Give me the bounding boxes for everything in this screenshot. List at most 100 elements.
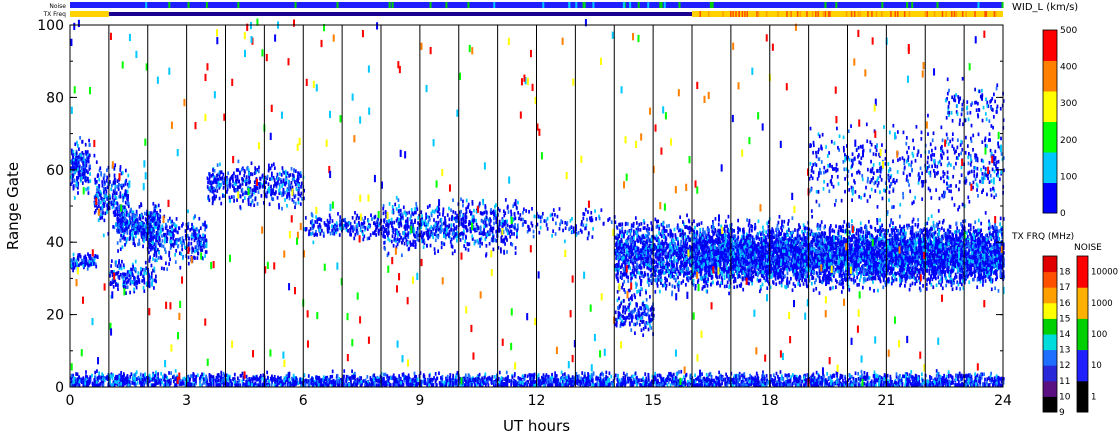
- echo-point: [136, 213, 138, 217]
- echo-point: [432, 227, 435, 231]
- echo-point: [624, 305, 627, 310]
- echo-point: [144, 268, 147, 273]
- echo-point: [387, 226, 390, 231]
- echo-point: [498, 229, 500, 233]
- echo-point: [327, 224, 330, 229]
- tx-freq-mark: [857, 11, 859, 17]
- echo-point: [95, 179, 98, 184]
- echo-point: [89, 164, 92, 169]
- echo-point: [411, 225, 414, 230]
- echo-point: [467, 248, 470, 252]
- echo-point: [145, 281, 148, 286]
- echo-point: [164, 232, 167, 237]
- echo-point: [160, 242, 163, 247]
- echo-point: [143, 280, 146, 285]
- echo-point: [98, 204, 100, 209]
- echo-point: [406, 223, 409, 227]
- echo-point: [77, 167, 79, 171]
- echo-point: [297, 200, 300, 205]
- echo-point: [415, 205, 418, 210]
- echo-point: [447, 232, 449, 237]
- echo-point: [135, 217, 138, 222]
- echo-point: [84, 150, 87, 154]
- echo-point: [178, 226, 181, 230]
- echo-point: [125, 291, 127, 295]
- echo-point: [640, 287, 643, 291]
- echo-point: [247, 197, 250, 202]
- echo-point: [127, 213, 129, 217]
- echo-point: [673, 285, 676, 289]
- echo-point: [614, 267, 617, 272]
- echo-point: [636, 290, 638, 294]
- echo-point: [614, 317, 617, 322]
- echo-point: [71, 158, 74, 163]
- echo-point: [414, 234, 417, 239]
- echo-point: [489, 217, 491, 221]
- echo-point: [679, 265, 681, 269]
- echo-point: [221, 179, 224, 184]
- echo-point: [270, 196, 273, 201]
- echo-point: [74, 165, 77, 169]
- echo-point: [155, 247, 158, 252]
- noise-strip-mark: [659, 2, 662, 8]
- echo-point: [618, 257, 620, 262]
- echo-point: [464, 234, 467, 239]
- echo-point: [614, 264, 617, 268]
- echo-point: [187, 255, 190, 260]
- echo-point: [675, 258, 678, 263]
- echo-point: [324, 223, 327, 227]
- echo-point: [645, 256, 648, 260]
- echo-point: [425, 230, 428, 235]
- noise-strip-mark: [205, 2, 208, 8]
- echo-point: [123, 216, 126, 221]
- echo-point: [522, 207, 525, 212]
- echo-point: [119, 165, 122, 169]
- echo-point: [129, 231, 131, 236]
- echo-point: [617, 305, 619, 310]
- echo-point: [152, 227, 155, 232]
- echo-point: [420, 210, 423, 214]
- echo-point: [274, 181, 276, 186]
- echo-point: [140, 266, 142, 271]
- echo-point: [642, 219, 645, 223]
- echo-point: [673, 276, 675, 280]
- echo-point: [524, 220, 527, 224]
- echo-point: [145, 220, 148, 225]
- echo-point: [622, 268, 625, 273]
- echo-point: [620, 239, 623, 244]
- echo-point: [640, 253, 643, 258]
- noise-strip-mark: [445, 2, 448, 8]
- echo-point: [629, 247, 632, 252]
- echo-point: [255, 170, 257, 174]
- echo-point: [546, 216, 549, 221]
- echo-point: [194, 214, 196, 218]
- echo-point: [661, 270, 664, 274]
- echo-point: [94, 254, 97, 258]
- echo-point: [650, 237, 653, 242]
- echo-point: [467, 205, 470, 209]
- echo-point: [84, 142, 87, 147]
- echo-point: [205, 238, 208, 243]
- echo-point: [675, 237, 678, 241]
- echo-point: [475, 227, 478, 232]
- echo-point: [142, 237, 144, 242]
- echo-point: [94, 203, 96, 208]
- echo-point: [168, 216, 171, 221]
- echo-point: [440, 245, 443, 250]
- echo-point: [194, 245, 197, 250]
- echo-point: [657, 262, 660, 267]
- echo-point: [111, 193, 114, 197]
- echo-point: [358, 220, 360, 225]
- echo-point: [102, 204, 105, 208]
- echo-point: [157, 256, 160, 260]
- echo-point: [95, 195, 98, 200]
- echo-point: [180, 243, 183, 247]
- echo-point: [632, 261, 634, 265]
- echo-point: [230, 175, 233, 179]
- echo-point: [667, 262, 670, 267]
- echo-point: [676, 267, 679, 271]
- echo-point: [690, 247, 692, 252]
- echo-point: [349, 228, 352, 233]
- echo-point: [633, 268, 636, 272]
- echo-point: [418, 238, 420, 243]
